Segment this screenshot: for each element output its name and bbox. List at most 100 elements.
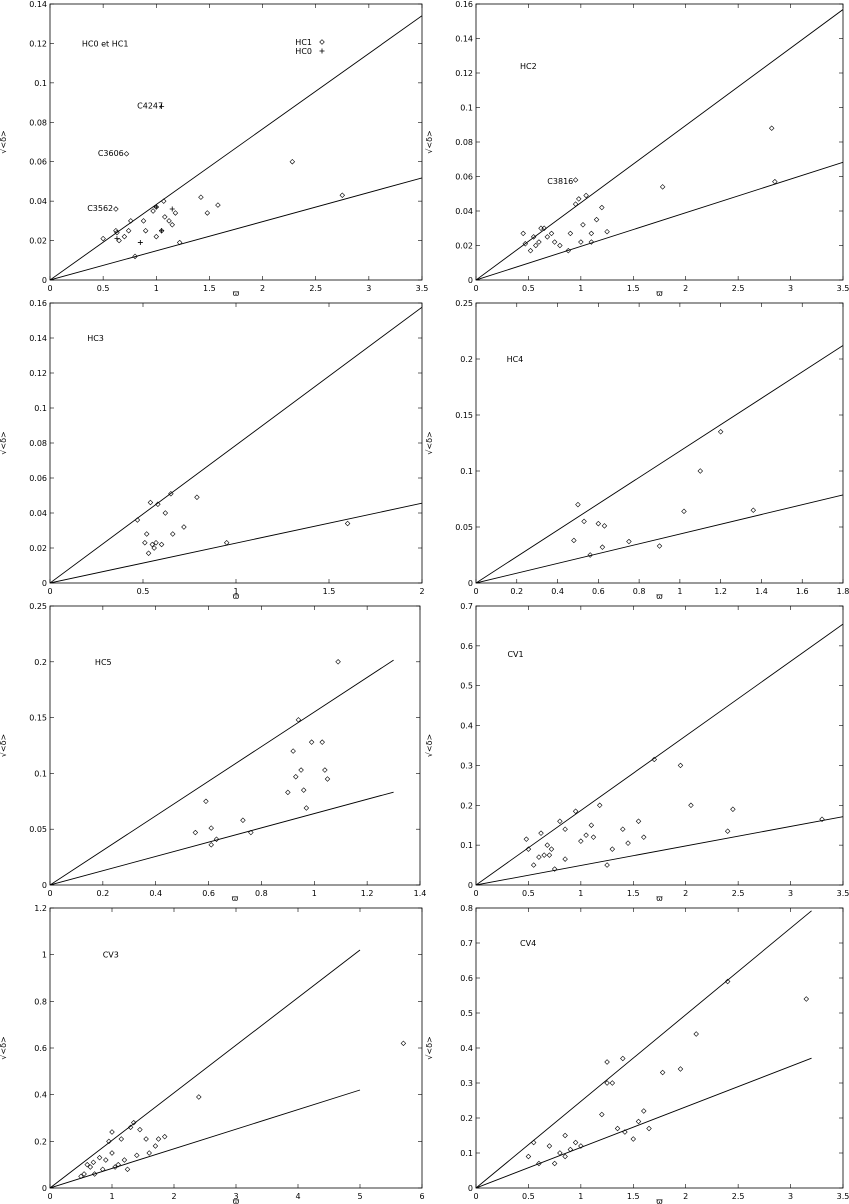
data-point	[215, 202, 221, 208]
y-tick-label: 1.2	[34, 904, 47, 913]
data-point	[546, 852, 553, 858]
data-point	[697, 468, 704, 474]
regression-line-1	[50, 15, 422, 280]
y-axis-label: √<δ>	[425, 734, 434, 757]
y-tick-label: 0.4	[460, 722, 473, 731]
data-point	[159, 228, 165, 234]
x-tick-label: 1.5	[203, 284, 216, 293]
data-point	[520, 230, 526, 237]
data-point	[169, 222, 175, 228]
data-point	[192, 829, 199, 836]
data-point	[581, 518, 587, 525]
x-tick-label: 1.4	[755, 587, 768, 596]
data-point	[677, 1066, 684, 1072]
regression-line-2	[476, 816, 843, 885]
data-point	[681, 508, 687, 515]
data-point	[322, 767, 328, 773]
x-tick-label: 1.2	[361, 889, 374, 898]
data-point	[344, 520, 351, 527]
data-point	[803, 996, 810, 1002]
data-point	[599, 1111, 605, 1118]
data-point	[124, 1166, 131, 1173]
y-tick-label: 0.2	[460, 801, 473, 810]
x-tick-label: 2	[683, 1192, 688, 1201]
x-tick-label: 1.5	[627, 284, 640, 293]
x-tick-label: 3.5	[837, 1192, 849, 1201]
x-tick-label: 2.5	[732, 284, 745, 293]
y-tick-label: 0.02	[455, 242, 473, 251]
x-tick-label: 3	[233, 1192, 238, 1201]
x-tick-label: 0.5	[137, 587, 150, 596]
regression-line-2	[476, 494, 843, 583]
data-point	[530, 1139, 537, 1146]
y-tick-label: 0.08	[29, 118, 47, 127]
data-point	[203, 798, 209, 805]
data-point	[597, 802, 603, 809]
data-point	[149, 541, 156, 548]
y-tick-label: 0.1	[34, 404, 47, 413]
legend-marker	[319, 39, 325, 45]
x-tick-label: 2	[683, 889, 688, 898]
data-point	[583, 192, 589, 199]
x-tick-label: 2.5	[732, 1192, 745, 1201]
data-point	[116, 237, 122, 244]
data-point	[103, 1157, 109, 1163]
data-point	[688, 802, 694, 809]
regression-line-1	[476, 623, 843, 885]
data-point	[614, 1125, 621, 1132]
annotation: CV1	[507, 650, 523, 659]
data-point	[557, 818, 563, 824]
data-point	[194, 494, 200, 500]
data-point	[114, 229, 120, 236]
x-tick-label: 0	[47, 889, 52, 898]
data-point	[96, 1154, 103, 1161]
data-point	[100, 235, 106, 242]
y-tick-label: 0	[468, 276, 473, 285]
annotation: CV4	[520, 939, 536, 948]
data-point	[595, 520, 602, 527]
y-tick-label: 0.7	[460, 602, 473, 611]
data-point	[635, 818, 642, 824]
data-point	[118, 1136, 125, 1142]
data-point	[630, 1136, 637, 1142]
y-axis-label: √<δ>	[0, 1036, 8, 1059]
x-axis-label: ϖ	[656, 1197, 663, 1204]
data-point	[151, 545, 157, 551]
data-point	[562, 826, 568, 832]
x-tick-label: 3.5	[837, 284, 849, 293]
data-point	[588, 822, 595, 828]
y-tick-label: 0.4	[460, 1044, 473, 1053]
regression-line-1	[476, 345, 843, 583]
y-tick-label: 0.06	[29, 158, 47, 167]
data-point	[143, 1136, 149, 1142]
chart-panel-4: 0 0.2 0.4 0.6 0.8 1 1.2 1.4 1.6 1.8 0 0.05 0.1 0.15 0.…	[425, 299, 849, 601]
data-point	[155, 501, 161, 507]
data-point	[319, 739, 325, 745]
data-point	[641, 1108, 647, 1114]
data-point	[599, 204, 605, 211]
data-point	[588, 230, 595, 237]
y-tick-label: 0.7	[460, 939, 473, 948]
data-point	[293, 774, 299, 780]
data-point	[578, 1143, 584, 1149]
y-tick-label: 0.05	[29, 825, 47, 834]
data-point	[132, 253, 138, 260]
x-tick-label: 0.2	[510, 587, 523, 596]
data-point	[551, 1160, 558, 1167]
data-point	[530, 862, 537, 868]
plot-frame	[49, 605, 421, 886]
data-point	[530, 234, 537, 240]
x-tick-label: 2.5	[309, 284, 322, 293]
data-point	[142, 540, 148, 546]
data-point	[130, 1119, 137, 1126]
x-tick-label: 1.5	[627, 889, 640, 898]
data-point	[819, 816, 825, 822]
data-point	[724, 978, 731, 985]
data-point	[572, 808, 579, 814]
y-axis-label: √<δ>	[425, 431, 434, 454]
data-point	[78, 1173, 84, 1180]
y-tick-label: 0.3	[460, 1079, 473, 1088]
y-tick-label: 0.2	[460, 1114, 473, 1123]
data-point	[527, 247, 534, 254]
y-tick-label: 0.02	[29, 237, 47, 246]
